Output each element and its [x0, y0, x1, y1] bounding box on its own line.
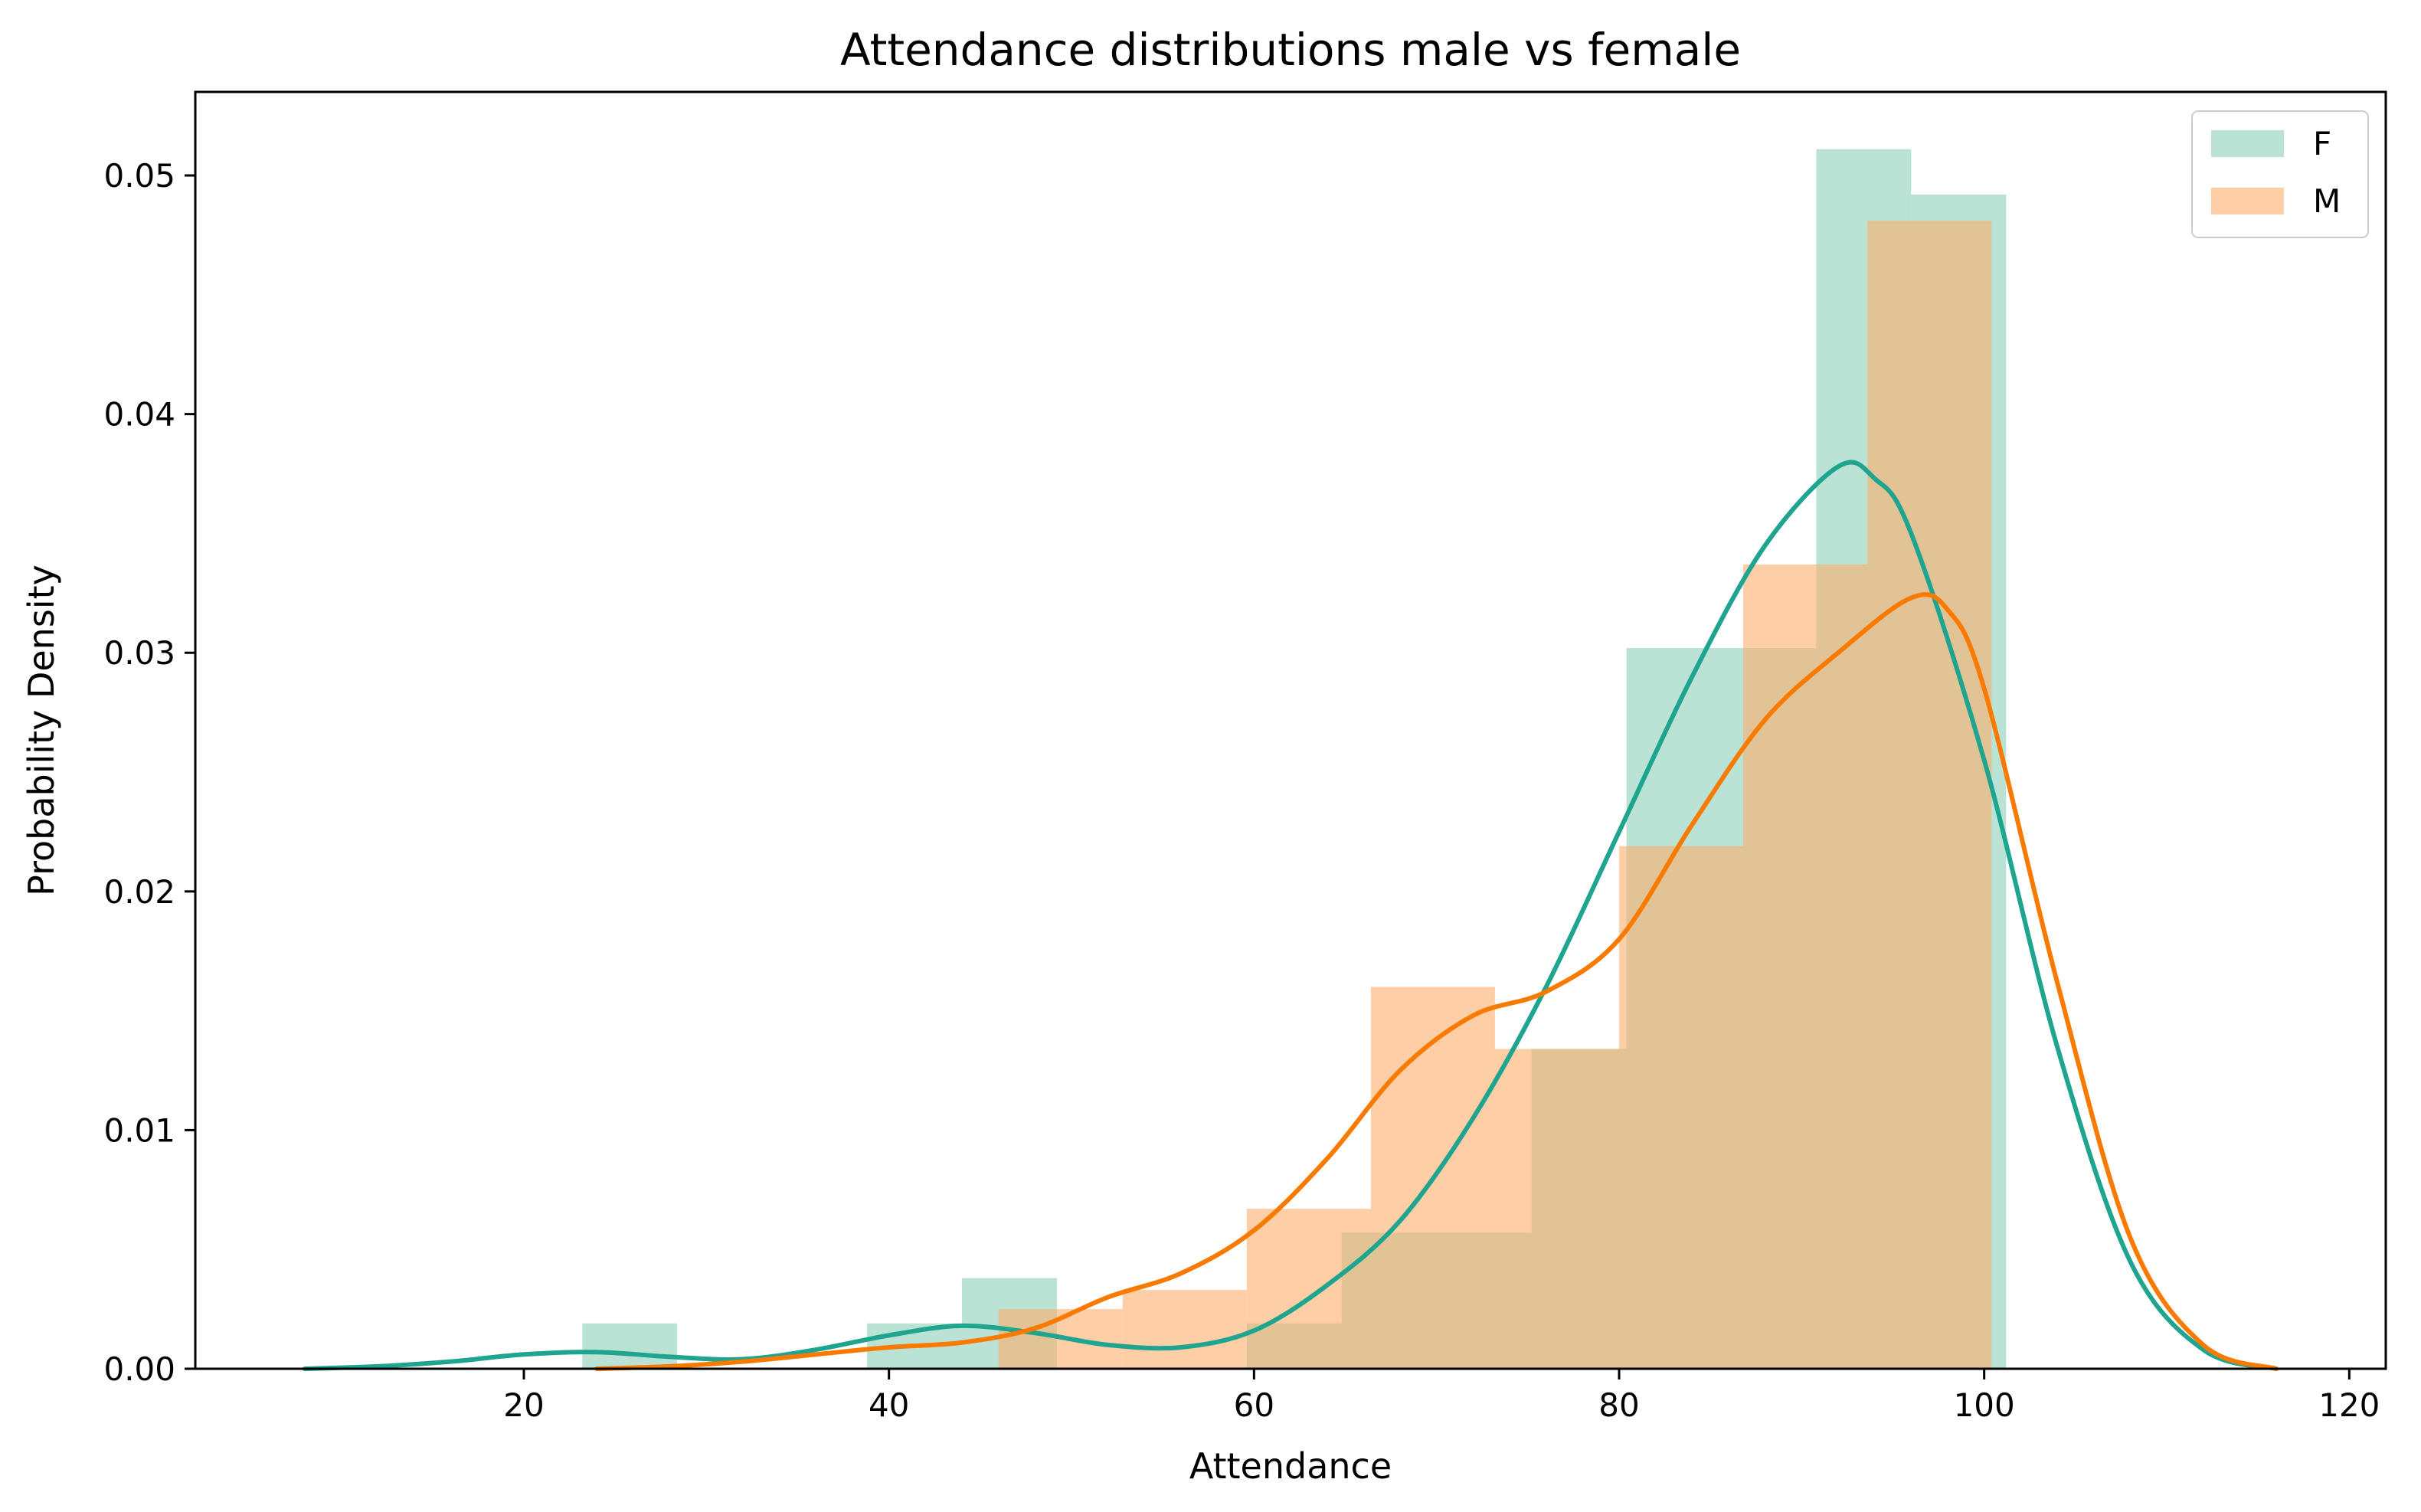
x-tick-label: 40 — [869, 1386, 909, 1424]
legend-swatch-M — [2211, 188, 2284, 214]
bar-F — [582, 1323, 678, 1369]
x-tick-label: 120 — [2318, 1386, 2380, 1424]
kde-line-F — [303, 460, 2279, 1371]
x-tick-label: 20 — [503, 1386, 544, 1424]
bar-M — [1743, 564, 1868, 1369]
y-tick-label: 0.05 — [103, 157, 175, 195]
legend-label-M: M — [2313, 182, 2341, 220]
bar-M — [1494, 1049, 1619, 1369]
chart-title: Attendance distributions male vs female — [840, 24, 1741, 76]
y-tick-label: 0.03 — [103, 634, 175, 672]
y-tick-label: 0.02 — [103, 873, 175, 911]
x-tick-label: 100 — [1954, 1386, 2015, 1424]
bar-M — [1619, 846, 1744, 1369]
bar-M — [1867, 221, 1992, 1369]
plot-area: 20 40 60 80 100 120 0.00 0.01 0.02 0.03 0.04 0.05 FM — [103, 90, 2387, 1424]
y-tick-label: 0.00 — [103, 1350, 175, 1388]
x-axis-label: Attendance — [1189, 1445, 1392, 1487]
bar-M — [1122, 1290, 1247, 1369]
x-tick-label: 80 — [1598, 1386, 1639, 1424]
x-tick-label: 60 — [1234, 1386, 1274, 1424]
kde-line-M — [594, 592, 2279, 1371]
y-tick-label: 0.04 — [103, 396, 175, 434]
y-tick-label: 0.01 — [103, 1111, 175, 1149]
bar-M — [1246, 1209, 1371, 1369]
axes-frame — [194, 90, 2387, 1370]
legend-swatch-F — [2211, 130, 2284, 157]
legend-label-F: F — [2313, 125, 2331, 162]
y-axis-label: Probability Density — [21, 565, 62, 896]
legend-box — [2191, 110, 2369, 238]
histogram-M — [998, 221, 1992, 1369]
legend: FM — [2191, 110, 2369, 238]
